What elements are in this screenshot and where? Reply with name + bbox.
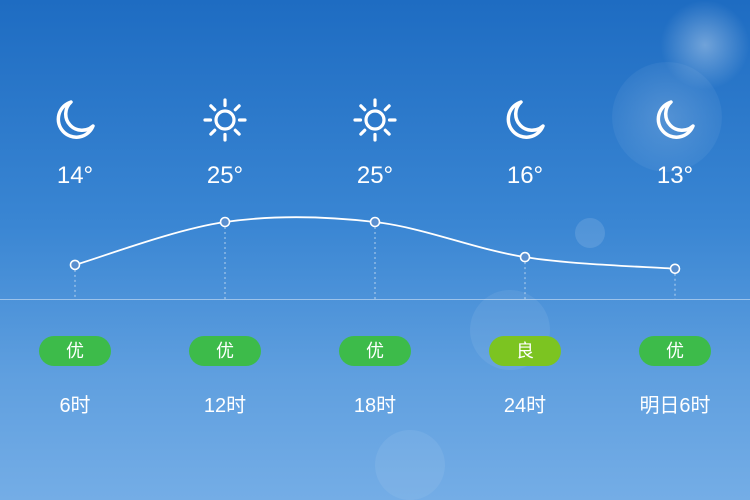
moon-icon (501, 96, 549, 144)
temperature-label: 13° (656, 162, 694, 189)
moon-icon (51, 96, 99, 144)
temperature-label: 25° (356, 162, 394, 189)
time-label: 24时 (503, 395, 547, 417)
time-label: 12时 (203, 395, 247, 417)
air-quality-badge: 良 (489, 336, 561, 366)
temperature-label: 25° (206, 162, 244, 189)
temperature-label: 16° (506, 162, 544, 189)
air-quality-badge: 优 (339, 336, 411, 366)
sun-icon (351, 96, 399, 144)
temperature-point (669, 263, 681, 275)
temperature-point (219, 216, 231, 228)
horizon-line (0, 299, 750, 300)
air-quality-badge: 优 (39, 336, 111, 366)
time-label: 6时 (59, 395, 91, 417)
temperature-point (519, 251, 531, 263)
sun-icon (201, 96, 249, 144)
time-label: 明日6时 (639, 395, 711, 417)
air-quality-badge: 优 (189, 336, 261, 366)
moon-icon (651, 96, 699, 144)
temperature-point (69, 259, 81, 271)
temperature-label: 14° (56, 162, 94, 189)
air-quality-badge: 优 (639, 336, 711, 366)
time-label: 18时 (353, 395, 397, 417)
temperature-point (369, 216, 381, 228)
